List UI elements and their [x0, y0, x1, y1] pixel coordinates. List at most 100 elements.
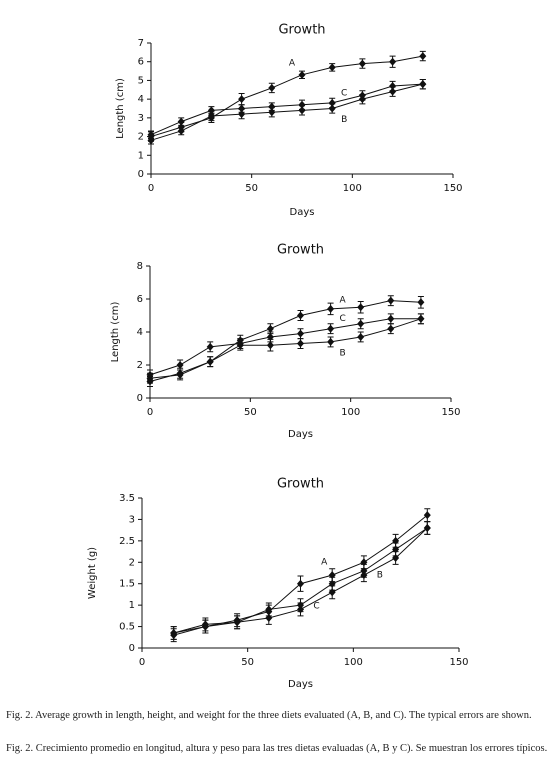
x-axis-label: Days	[288, 429, 313, 440]
y-tick-label: 3	[138, 113, 144, 124]
point	[297, 579, 304, 588]
x-axis-label: Days	[290, 207, 315, 218]
point	[233, 618, 241, 627]
point	[357, 319, 365, 328]
point	[238, 95, 246, 104]
point	[268, 83, 276, 92]
y-tick-label: 5	[138, 75, 144, 86]
x-tick-label: 50	[245, 183, 258, 194]
series-label: A	[340, 295, 347, 305]
point	[387, 324, 395, 333]
series-line	[149, 300, 421, 382]
x-tick-label: 50	[244, 407, 257, 418]
y-tick-label: 0	[137, 393, 143, 404]
point	[207, 106, 215, 115]
y-tick-label: 3.5	[119, 493, 135, 504]
series-label: B	[341, 115, 347, 125]
y-tick-label: 0	[138, 169, 144, 180]
point	[327, 337, 335, 346]
y-axis-label: Length (cm)	[110, 302, 121, 363]
point	[423, 524, 431, 532]
y-axis-label: Weight (g)	[87, 547, 98, 599]
point	[328, 104, 336, 113]
series-line	[149, 318, 421, 376]
series-label: B	[377, 571, 383, 581]
y-tick-label: 0.5	[119, 622, 135, 633]
point	[238, 104, 246, 113]
point	[387, 314, 395, 323]
point	[328, 579, 336, 588]
point	[392, 545, 400, 554]
point	[146, 370, 154, 379]
point	[358, 59, 366, 68]
point	[387, 296, 395, 305]
y-tick-label: 1	[129, 600, 135, 611]
y-tick-label: 2	[138, 132, 144, 143]
point	[419, 52, 427, 61]
y-tick-label: 2	[137, 360, 143, 371]
x-tick-label: 100	[341, 407, 360, 418]
point	[360, 566, 368, 575]
x-tick-label: 0	[148, 183, 154, 194]
y-tick-label: 0	[129, 643, 135, 654]
x-tick-label: 50	[241, 657, 254, 668]
point	[328, 63, 336, 72]
point	[327, 304, 335, 313]
x-tick-label: 0	[139, 657, 145, 668]
y-tick-label: 2	[129, 557, 135, 568]
point	[389, 82, 397, 91]
y-tick-label: 4	[138, 94, 144, 105]
y-tick-label: 1	[138, 150, 144, 161]
series-label: A	[289, 58, 296, 68]
point	[266, 341, 274, 350]
x-axis-label: Days	[288, 679, 313, 690]
point	[206, 342, 214, 351]
series-label: C	[341, 88, 347, 98]
point	[297, 339, 304, 348]
point	[423, 511, 431, 520]
point	[268, 102, 276, 111]
y-tick-label: 6	[138, 57, 144, 68]
point	[389, 57, 397, 66]
chart-title: Growth	[277, 243, 324, 258]
point	[417, 298, 425, 307]
point	[417, 314, 425, 323]
point	[389, 87, 397, 96]
x-tick-label: 100	[344, 657, 363, 668]
point	[265, 605, 273, 614]
series-label: C	[339, 314, 345, 324]
point	[177, 126, 185, 135]
y-tick-label: 4	[137, 327, 143, 338]
y-tick-label: 7	[138, 38, 144, 49]
series-line	[150, 83, 423, 141]
point	[176, 370, 184, 379]
point	[170, 629, 178, 637]
x-tick-label: 150	[441, 407, 460, 418]
point	[176, 361, 184, 369]
x-tick-label: 150	[443, 183, 462, 194]
y-tick-label: 1.5	[119, 579, 135, 590]
series-line	[149, 318, 422, 379]
point	[177, 117, 185, 126]
y-tick-label: 6	[137, 294, 143, 305]
y-tick-label: 3	[129, 514, 135, 525]
chart-title: Growth	[278, 23, 325, 38]
point	[297, 311, 304, 320]
series-label: C	[313, 602, 319, 612]
y-tick-label: 2.5	[119, 536, 135, 547]
series-line	[150, 55, 423, 138]
point	[358, 91, 366, 100]
point	[357, 332, 365, 341]
point	[266, 332, 274, 341]
point	[236, 339, 244, 348]
point	[357, 303, 365, 312]
point	[327, 324, 335, 333]
y-tick-label: 8	[137, 261, 143, 272]
series-label: B	[340, 348, 346, 358]
caption-es: Fig. 2. Crecimiento promedio en longitud…	[6, 743, 548, 754]
point	[298, 100, 306, 109]
point	[206, 357, 214, 366]
x-tick-label: 150	[449, 657, 468, 668]
